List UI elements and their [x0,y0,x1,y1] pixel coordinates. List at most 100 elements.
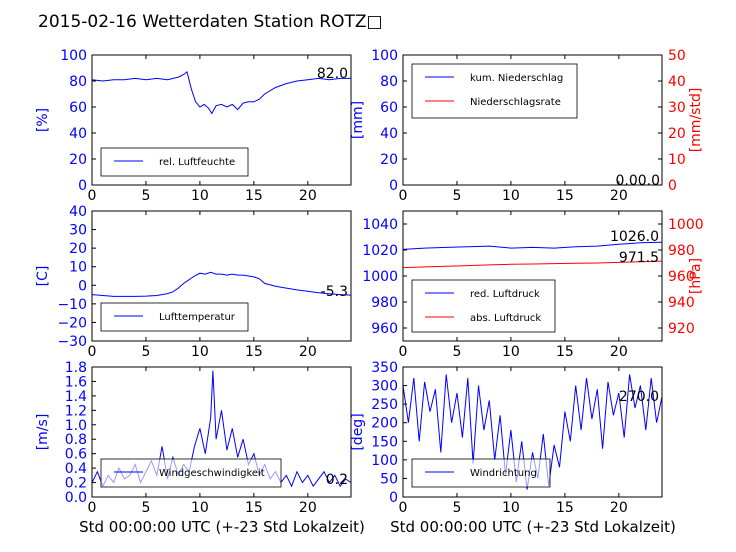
legend-wind_direction: Windrichtung [411,458,551,488]
y-tick-label-wind_direction-7: 350 [371,360,398,376]
y-tick-label-wind_speed-6: 1.2 [65,403,87,419]
x-tick-label-wind_speed-4: 20 [299,500,317,516]
x-tick-label-temperature-4: 20 [299,344,317,360]
y-tick-label-humidity-3: 60 [69,100,87,116]
y-tick-label-precipitation-5: 100 [371,48,398,64]
series-wind_direction-0 [402,374,663,490]
legend-label-precipitation-0: kum. Niederschlag [470,73,563,84]
plot-frame-wind_speed [91,366,352,498]
legend-frame-temperature [100,302,249,332]
y-tick-label-precipitation-4: 80 [380,74,398,90]
legend-label-pressure-0: red. Luftdruck [470,289,540,300]
x-tick-label-pressure-0: 0 [399,344,408,360]
x-tick-label-precipitation-2: 10 [502,188,520,204]
legend-frame-wind_direction [411,458,551,488]
latest-value-precipitation: 0.00.0 [615,173,660,189]
legend-temperature: Lufttemperatur [100,302,249,332]
y-tick-label-pressure-1: 980 [371,295,398,311]
plot-frame-temperature [91,210,352,342]
y-tick-label-pressure-2: 1000 [362,269,398,285]
x-tick-label-pressure-2: 10 [502,344,520,360]
legend-label-wind_speed-0: Windgeschwindigkeit [159,468,265,479]
x-tick-label-pressure-1: 5 [452,344,461,360]
y-axis-label-precipitation: [mm] [350,101,366,139]
y2-tick-label-pressure-0: 920 [668,321,695,337]
y-tick-label-pressure-4: 1040 [362,217,398,233]
x-tick-label-humidity-1: 5 [141,188,150,204]
panel-temperature: 0 5 10 15 20 −30 −20 −10 0 10 20 30 40 [C] Lufttempera… [35,204,352,360]
series-temperature-0 [91,271,352,297]
y-tick-label-temperature-4: 10 [69,260,87,276]
panel-wind_speed: 0 5 10 15 200.00.20.40.60.81.01.21.41.61.8[m… [35,360,352,516]
page-title: 2015-02-16 Wetterdaten Station ROTZ□ [38,12,383,32]
legend-label-temperature-0: Lufttemperatur [159,312,236,323]
y-tick-label-precipitation-1: 20 [380,152,398,168]
y-tick-label-precipitation-2: 40 [380,126,398,142]
y-tick-label-wind_direction-6: 300 [371,379,398,395]
x-tick-label-humidity-0: 0 [88,188,97,204]
x-tick-label-wind_direction-2: 10 [502,500,520,516]
y-tick-label-humidity-4: 80 [69,74,87,90]
y2-tick-label-pressure-3: 980 [668,243,695,259]
y2-tick-label-pressure-2: 960 [668,269,695,285]
plot-frame-humidity [91,54,352,186]
y-tick-label-wind_direction-0: 0 [389,490,398,506]
y-tick-label-temperature-2: −10 [57,297,87,313]
series-humidity-0 [91,71,351,115]
y-tick-label-humidity-2: 40 [69,126,87,142]
legend-frame-wind_speed [100,458,282,488]
x-tick-label-wind_speed-2: 10 [191,500,209,516]
y-tick-label-wind_speed-1: 0.2 [65,476,87,492]
y-tick-label-temperature-6: 30 [69,223,87,239]
x-tick-label-wind_direction-4: 20 [610,500,628,516]
x-tick-label-wind_speed-3: 15 [245,500,263,516]
latest-value-wind_direction: 270.0 [619,389,659,405]
legend-label-wind_direction-0: Windrichtung [470,468,537,479]
panel-pressure: 0 5 10 15 20 960 980 1000 1020 1040 920 940 960 980 10… [362,210,704,360]
y-tick-label-temperature-7: 40 [69,204,87,220]
x-tick-label-temperature-2: 10 [191,344,209,360]
x-tick-label-precipitation-3: 15 [556,188,574,204]
x-tick-label-humidity-4: 20 [299,188,317,204]
y-tick-label-wind_speed-7: 1.4 [65,389,87,405]
y-tick-label-wind_direction-3: 150 [371,434,398,450]
y-tick-label-wind_direction-2: 100 [371,453,398,469]
panel-wind_direction: 0 5 10 15 20050100150200250300350[deg]Windri… [350,360,663,516]
latest-value-temperature: -5.3 [321,284,348,300]
legend-wind_speed: Windgeschwindigkeit [100,458,282,488]
x-tick-label-wind_direction-3: 15 [556,500,574,516]
legend-precipitation: kum. Niederschlag Niederschlagsrate [411,63,578,119]
x-tick-label-temperature-0: 0 [88,344,97,360]
x-tick-label-pressure-3: 15 [556,344,574,360]
y2-tick-label-precipitation-0: 0 [668,178,677,194]
x-axis-label-right: Std 00:00:00 UTC (+-23 Std Lokalzeit) [390,518,676,536]
x-tick-label-precipitation-1: 5 [452,188,461,204]
x-tick-label-temperature-1: 5 [141,344,150,360]
y-tick-label-temperature-0: −30 [57,334,87,350]
x-tick-label-wind_direction-0: 0 [399,500,408,516]
x-tick-label-precipitation-4: 20 [610,188,628,204]
y-axis-label-humidity: [%] [35,108,51,132]
y-tick-label-pressure-0: 960 [371,321,398,337]
y-tick-label-precipitation-3: 60 [380,100,398,116]
y-tick-label-temperature-3: 0 [78,278,87,294]
y-tick-label-temperature-5: 20 [69,241,87,257]
y2-axis-label-precipitation: [mm/std] [688,88,704,153]
panel-precipitation: 0 5 10 15 20 0 20 40 60 80 100 0 10 20 30 40 50 [mm] [mm/s… [350,48,704,204]
y-tick-label-wind_speed-5: 1.0 [65,418,87,434]
x-axis-label-left: Std 00:00:00 UTC (+-23 Std Lokalzeit) [79,518,365,536]
y-tick-label-wind_speed-3: 0.6 [65,447,87,463]
y-tick-label-wind_direction-5: 250 [371,397,398,413]
y2-tick-label-precipitation-2: 20 [668,126,686,142]
series-pressure-1 [402,260,663,269]
x-tick-label-humidity-3: 15 [245,188,263,204]
y-tick-label-wind_direction-1: 50 [380,471,398,487]
plot-frame-wind_direction [402,366,663,498]
y-tick-label-humidity-5: 100 [60,48,87,64]
y2-axis-label-pressure: [hPa] [688,258,704,294]
x-tick-label-wind_direction-1: 5 [452,500,461,516]
x-tick-label-precipitation-0: 0 [399,188,408,204]
y-tick-label-wind_direction-4: 200 [371,416,398,432]
x-tick-label-wind_speed-0: 0 [88,500,97,516]
